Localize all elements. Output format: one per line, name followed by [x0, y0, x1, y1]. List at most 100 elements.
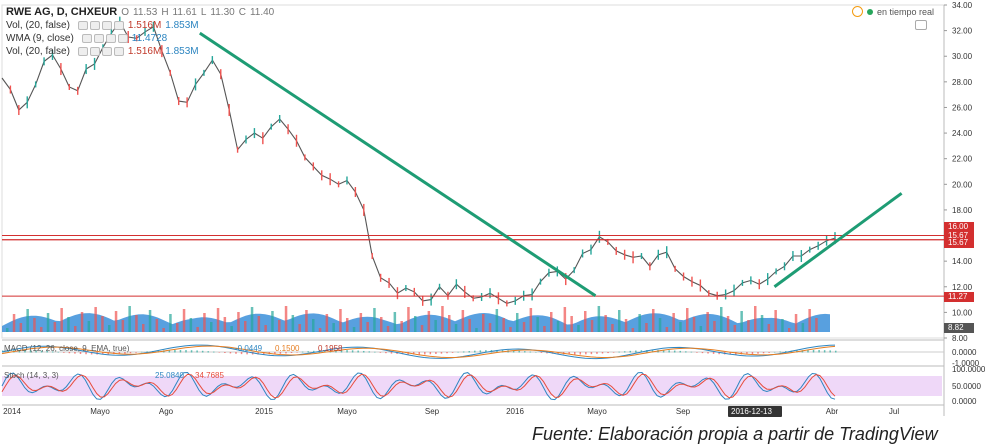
macd-histogram-bar — [807, 350, 809, 353]
macd-histogram-bar — [779, 351, 781, 353]
volume-bar — [101, 316, 104, 332]
realtime-label: en tiempo real — [877, 6, 935, 17]
volume-bar — [760, 315, 764, 332]
x-tick-label: Mayo — [587, 407, 607, 416]
volume-bar — [284, 306, 288, 332]
macd-axis-label: 0.0000 — [952, 348, 977, 357]
macd-histogram-bar — [390, 352, 393, 354]
volume-bar — [713, 321, 716, 332]
macd-histogram-bar — [90, 352, 93, 355]
volume-bar — [135, 315, 138, 332]
volume-bar — [618, 310, 621, 332]
volume-bar — [176, 323, 179, 332]
volume-bar — [665, 327, 669, 332]
macd-histogram-bar — [146, 351, 148, 353]
trendline — [198, 31, 597, 297]
volume-bar — [318, 328, 322, 332]
volume-bar — [114, 311, 118, 332]
volume-bar — [380, 317, 383, 332]
vol2-label: Vol, (20, false) — [6, 46, 70, 57]
macd-histogram-bar — [474, 350, 476, 353]
macd-value: 0.1958 — [318, 344, 343, 353]
trendline — [773, 192, 903, 288]
wma-buttons[interactable] — [81, 34, 128, 43]
macd-histogram-bar — [257, 352, 259, 355]
x-tick-label: Jul — [889, 407, 899, 416]
macd-histogram-bar — [529, 351, 532, 353]
volume-bar — [604, 315, 607, 332]
volume-bar — [638, 314, 641, 332]
volume-bar — [250, 307, 254, 332]
price-level-badge: 15.67 — [944, 238, 974, 248]
macd-histogram-bar — [118, 352, 121, 354]
macd-histogram-bar — [63, 352, 65, 353]
macd-histogram-bar — [462, 351, 465, 353]
volume-bar — [788, 328, 791, 332]
volume-bar — [74, 326, 77, 332]
volume-bar — [794, 314, 798, 332]
macd-histogram-bar — [340, 349, 343, 353]
volume-bar — [87, 321, 91, 332]
macd-histogram-bar — [440, 352, 443, 354]
x-tick-label: Mayo — [90, 407, 110, 416]
volume-bar — [407, 307, 410, 332]
volume-bar — [203, 313, 206, 332]
macd-histogram-bar — [312, 350, 315, 353]
macd-histogram-bar — [229, 352, 232, 354]
volume-bar — [529, 308, 533, 332]
volume-bar — [6, 328, 9, 332]
macd-histogram-bar — [585, 352, 587, 355]
alarm-icon[interactable] — [852, 6, 863, 17]
volume-bar — [747, 320, 750, 332]
realtime-indicator: en tiempo real — [852, 6, 934, 17]
volume-bar — [257, 316, 261, 332]
macd-histogram-bar — [185, 350, 187, 353]
vol2-buttons[interactable] — [77, 47, 124, 56]
vol1-buttons[interactable] — [77, 21, 124, 30]
stoch-value: 25.0840 — [155, 371, 184, 380]
volume-bar — [169, 314, 172, 332]
settings-icon[interactable] — [915, 20, 927, 30]
y-tick-label: 18.00 — [952, 206, 973, 215]
volume-bar — [597, 306, 601, 332]
volume-bar — [278, 320, 281, 332]
volume-bar — [19, 323, 23, 332]
macd-histogram-bar — [246, 352, 248, 355]
stoch-label: Stoch (14, 3, 3) — [4, 371, 59, 380]
volume-bar — [244, 321, 247, 332]
ohlc-open-label: O — [121, 7, 130, 18]
volume-bar — [706, 312, 709, 332]
volume-bar — [502, 318, 505, 332]
volume-bar — [339, 309, 342, 332]
ohlc-high: 11.61 — [172, 7, 197, 18]
macd-histogram-bar — [823, 350, 826, 353]
symbol-title[interactable]: RWE AG, D, CHXEUR — [6, 6, 118, 18]
volume-bar — [67, 317, 70, 332]
macd-histogram-bar — [696, 352, 698, 353]
volume-bar — [631, 328, 635, 332]
macd-histogram-bar — [179, 349, 182, 353]
macd-histogram-bar — [579, 352, 582, 355]
macd-histogram-bar — [679, 350, 682, 353]
macd-histogram-bar — [485, 350, 487, 353]
macd-histogram-bar — [346, 350, 348, 353]
macd-histogram-bar — [573, 352, 576, 355]
macd-histogram-bar — [835, 350, 837, 353]
volume-bar — [386, 326, 390, 332]
vol1-value-b: 1.853M — [165, 20, 199, 31]
volume-bar — [543, 326, 546, 332]
volume-bar — [801, 323, 805, 332]
y-tick-label: 28.00 — [952, 78, 973, 87]
y-tick-label: 30.00 — [952, 52, 973, 61]
volume-bar — [454, 324, 458, 332]
macd-histogram-bar — [762, 352, 765, 354]
volume-bar — [216, 308, 220, 332]
price-level-badge: 16.00 — [944, 222, 974, 232]
volume-bar — [108, 325, 111, 332]
volume-bar — [393, 312, 397, 332]
macd-histogram-bar — [40, 350, 43, 353]
macd-histogram-bar — [224, 352, 226, 353]
macd-histogram-bar — [640, 350, 643, 353]
macd-histogram-bar — [79, 352, 82, 354]
